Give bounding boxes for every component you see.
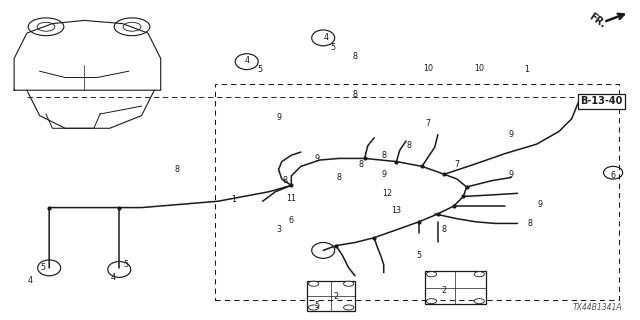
Text: 4: 4 — [324, 33, 329, 42]
Bar — [307, 281, 355, 311]
Text: 4: 4 — [28, 276, 33, 285]
Text: 9: 9 — [381, 170, 387, 179]
Text: 1: 1 — [525, 65, 529, 74]
Text: 5: 5 — [416, 251, 421, 260]
Text: 6: 6 — [289, 216, 294, 225]
Text: 8: 8 — [528, 219, 532, 228]
Text: 4: 4 — [244, 56, 249, 65]
Text: 11: 11 — [286, 194, 296, 203]
Text: 4: 4 — [111, 273, 115, 282]
Text: 8: 8 — [353, 91, 358, 100]
Text: 9: 9 — [509, 170, 514, 179]
Text: 8: 8 — [406, 141, 412, 150]
Text: 5: 5 — [40, 263, 45, 272]
Text: 5: 5 — [314, 301, 319, 310]
Text: 8: 8 — [337, 173, 342, 182]
Text: 10: 10 — [423, 63, 433, 73]
Text: 8: 8 — [282, 176, 287, 185]
Text: 6: 6 — [611, 172, 616, 180]
Text: 10: 10 — [474, 63, 484, 73]
Text: 13: 13 — [392, 206, 401, 215]
Bar — [215, 84, 620, 300]
Circle shape — [308, 281, 319, 286]
Text: 9: 9 — [509, 130, 514, 139]
Circle shape — [426, 272, 436, 277]
Text: 8: 8 — [359, 160, 364, 169]
Text: 12: 12 — [382, 189, 392, 198]
Text: 7: 7 — [454, 160, 460, 169]
Circle shape — [308, 305, 319, 310]
Text: 2: 2 — [333, 292, 339, 301]
Text: 8: 8 — [442, 225, 447, 234]
Bar — [425, 271, 486, 304]
Text: 2: 2 — [442, 285, 447, 295]
Circle shape — [474, 299, 484, 304]
Circle shape — [474, 272, 484, 277]
Text: 9: 9 — [276, 113, 281, 122]
Text: TX44B1341A: TX44B1341A — [573, 303, 623, 312]
Circle shape — [426, 299, 436, 304]
Circle shape — [344, 281, 354, 286]
Text: 5: 5 — [330, 43, 335, 52]
Text: 5: 5 — [257, 65, 262, 74]
Text: 9: 9 — [537, 200, 543, 209]
Text: B-13-40: B-13-40 — [580, 96, 623, 106]
Text: 3: 3 — [276, 225, 281, 234]
Text: 5: 5 — [123, 260, 128, 269]
Text: 1: 1 — [232, 195, 236, 204]
Text: 8: 8 — [353, 52, 358, 61]
Text: FR.: FR. — [587, 11, 607, 30]
Text: 7: 7 — [426, 119, 431, 128]
Circle shape — [344, 305, 354, 310]
Text: 8: 8 — [381, 151, 386, 160]
Text: 8: 8 — [174, 165, 179, 174]
Text: 9: 9 — [314, 154, 319, 163]
